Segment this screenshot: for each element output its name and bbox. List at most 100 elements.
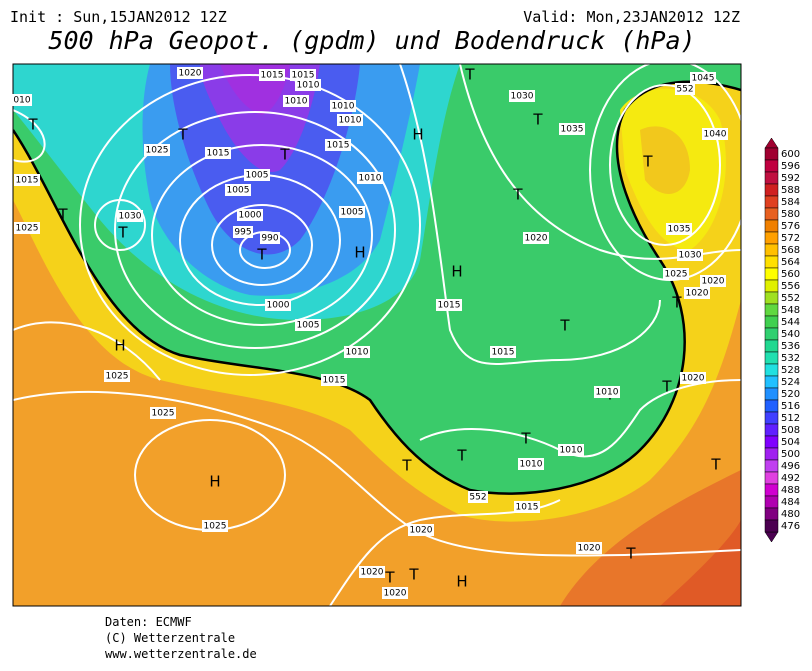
colorbar-label: 572 xyxy=(781,233,800,244)
isobar-label: 1025 xyxy=(204,522,227,532)
pressure-center: T xyxy=(661,378,672,396)
isobar-label: 1020 xyxy=(686,289,709,299)
pressure-center: T xyxy=(256,246,267,264)
isobar-label: 1010 xyxy=(285,97,308,107)
colorbar-swatch xyxy=(764,447,779,461)
isobar-label: 1020 xyxy=(384,589,407,599)
pressure-center: T xyxy=(57,206,68,224)
map-title: 500 hPa Geopot. (gpdm) und Bodendruck (h… xyxy=(48,26,695,55)
isobar-label: 1015 xyxy=(438,301,461,311)
colorbar-swatch xyxy=(764,327,779,341)
colorbar-label: 480 xyxy=(781,509,800,520)
colorbar-swatch xyxy=(764,459,779,473)
colorbar-swatch xyxy=(764,243,779,257)
pressure-center: T xyxy=(27,116,38,134)
label-box xyxy=(330,100,356,112)
colorbar-swatch xyxy=(764,423,779,437)
colorbar-swatch xyxy=(764,267,779,281)
colorbar-swatch xyxy=(764,159,779,173)
isobar-label: 1005 xyxy=(246,171,269,181)
colorbar-label: 568 xyxy=(781,245,800,256)
isobar-label: 1020 xyxy=(179,69,202,79)
isobar-label: 1020 xyxy=(410,526,433,536)
colorbar-swatch xyxy=(764,363,779,377)
label-box xyxy=(594,386,620,398)
label-box xyxy=(408,524,434,536)
label-box xyxy=(321,374,347,386)
isobar-label: 1015 xyxy=(292,71,315,81)
colorbar-swatch xyxy=(764,147,779,161)
label-box xyxy=(117,210,143,222)
colorbar-swatch xyxy=(764,495,779,509)
label-box xyxy=(259,69,285,81)
colorbar-label: 512 xyxy=(781,413,800,424)
colorbar-arrow xyxy=(764,531,779,543)
label-box xyxy=(559,123,585,135)
isobar-label: 1015 xyxy=(16,176,39,186)
isobar-label: 1030 xyxy=(119,212,142,222)
isobar-label: 1005 xyxy=(297,321,320,331)
colorbar-swatch xyxy=(764,483,779,497)
colorbar-label: 492 xyxy=(781,473,800,484)
label-box xyxy=(436,299,462,311)
label-box xyxy=(700,275,726,287)
colorbar-label: 596 xyxy=(781,161,800,172)
isobar-label: 1025 xyxy=(106,372,129,382)
label-box xyxy=(558,444,584,456)
colorbar-label: 516 xyxy=(781,401,800,412)
label-box xyxy=(359,566,385,578)
isobar-label: 552 xyxy=(676,85,693,95)
isobar-label: 010 xyxy=(13,96,30,106)
colorbar-swatch xyxy=(764,351,779,365)
colorbar-swatch xyxy=(764,231,779,245)
colorbar-label: 536 xyxy=(781,341,800,352)
pressure-center: T xyxy=(401,457,412,475)
colorbar-swatch xyxy=(764,279,779,293)
pressure-center: T xyxy=(710,456,721,474)
label-box xyxy=(325,139,351,151)
isobar-label: 1015 xyxy=(516,503,539,513)
map xyxy=(13,64,741,606)
isobar-label: 1005 xyxy=(227,186,250,196)
isobar-label: 1010 xyxy=(339,116,362,126)
label-box xyxy=(576,542,602,554)
pressure-center: T xyxy=(512,186,523,204)
isobar-label: 1035 xyxy=(668,225,691,235)
colorbar-label: 540 xyxy=(781,329,800,340)
colorbar-label: 504 xyxy=(781,437,800,448)
label-box xyxy=(144,144,170,156)
isobar-label: 1025 xyxy=(665,270,688,280)
label-box xyxy=(283,95,309,107)
label-box xyxy=(523,232,549,244)
label-box xyxy=(344,346,370,358)
colorbar-label: 544 xyxy=(781,317,800,328)
label-box xyxy=(666,223,692,235)
label-box xyxy=(509,90,535,102)
isobar-label: 1040 xyxy=(704,130,727,140)
label-box xyxy=(295,79,321,91)
colorbar-label: 484 xyxy=(781,497,800,508)
isobar-label: 1015 xyxy=(207,149,230,159)
colorbar-label: 488 xyxy=(781,485,800,496)
isobar-label: 1035 xyxy=(561,125,584,135)
colorbar-label: 532 xyxy=(781,353,800,364)
label-box xyxy=(684,287,710,299)
colorbar-arrow xyxy=(764,137,779,149)
pressure-center: T xyxy=(520,430,531,448)
colorbar-label: 600 xyxy=(781,149,800,160)
label-box xyxy=(202,520,228,532)
colorbar-label: 528 xyxy=(781,365,800,376)
colorbar-label: 560 xyxy=(781,269,800,280)
label-box xyxy=(690,72,716,84)
pressure-center: T xyxy=(532,111,543,129)
colorbar-swatch xyxy=(764,507,779,521)
pressure-center: T xyxy=(671,294,682,312)
isobar-label: 1010 xyxy=(596,388,619,398)
isobar-label: 1020 xyxy=(578,544,601,554)
colorbar-swatch xyxy=(764,387,779,401)
label-box xyxy=(225,184,251,196)
label-box xyxy=(177,67,203,79)
isobar-label: 1010 xyxy=(332,102,355,112)
colorbar-swatch xyxy=(764,339,779,353)
pressure-center: T xyxy=(177,126,188,144)
